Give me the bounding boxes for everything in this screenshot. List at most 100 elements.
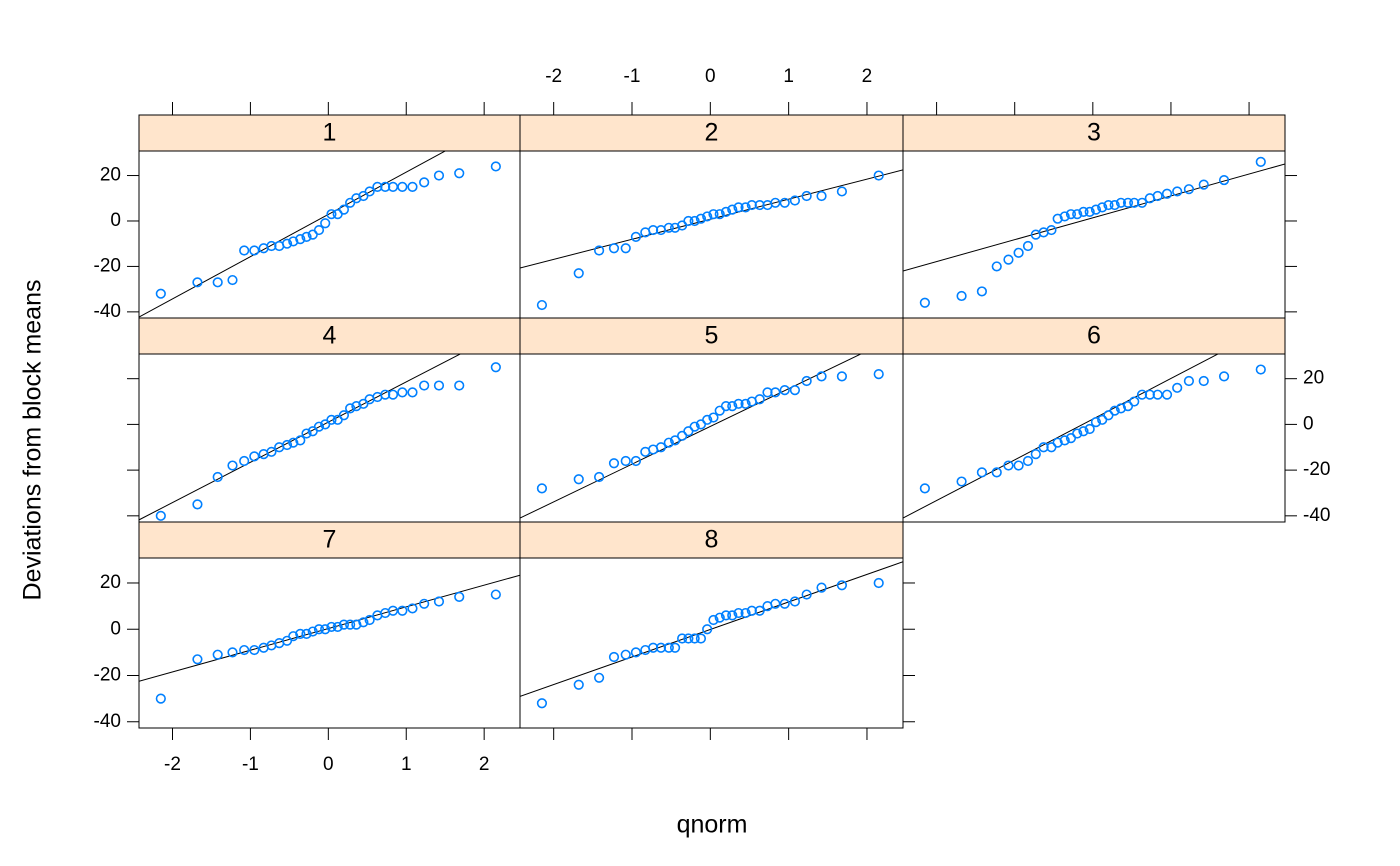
point: [1052, 213, 1063, 224]
point: [1059, 211, 1070, 222]
point: [419, 177, 430, 188]
point: [326, 414, 337, 425]
point: [295, 628, 306, 639]
panel: [139, 151, 501, 318]
point: [1078, 206, 1089, 217]
point: [702, 211, 713, 222]
point: [1161, 188, 1173, 199]
point: [1255, 156, 1266, 168]
point: [192, 499, 203, 510]
strip-label: 3: [1087, 119, 1101, 147]
point: [1103, 199, 1114, 211]
point: [397, 387, 408, 398]
point: [490, 589, 501, 600]
point: [227, 647, 238, 658]
point: [733, 607, 744, 619]
point: [689, 633, 700, 644]
point: [313, 421, 325, 432]
panel: [520, 561, 903, 709]
point: [620, 649, 631, 660]
y-tick-label: 20: [100, 165, 121, 186]
point: [1052, 437, 1063, 448]
point: [332, 621, 343, 633]
point: [1172, 186, 1183, 197]
point: [714, 209, 725, 220]
point: [976, 467, 987, 478]
point: [1046, 224, 1057, 236]
point: [155, 510, 166, 521]
point: [1065, 209, 1077, 220]
point: [727, 610, 738, 621]
point: [677, 633, 688, 644]
point: [326, 621, 337, 633]
point: [454, 168, 465, 179]
panel: [903, 156, 1285, 308]
point: [536, 299, 548, 311]
point: [1255, 364, 1266, 375]
y-tick-label: -20: [94, 665, 121, 686]
point: [320, 218, 331, 229]
point: [407, 387, 418, 398]
point: [320, 624, 331, 635]
point: [345, 619, 356, 630]
strip: [519, 521, 904, 559]
point: [288, 437, 299, 448]
point: [727, 401, 738, 412]
y-tick-label: -40: [1303, 505, 1330, 526]
reference-line: [520, 354, 862, 519]
point: [1122, 197, 1134, 208]
point: [689, 215, 700, 227]
point: [1136, 197, 1148, 208]
strip: [138, 521, 521, 559]
point: [351, 619, 362, 630]
x-tick-label: 0: [705, 66, 716, 87]
point: [313, 224, 325, 236]
point: [1161, 389, 1173, 400]
point: [227, 274, 238, 286]
point: [655, 442, 667, 453]
x-tick-label: -2: [545, 66, 562, 87]
point: [364, 614, 375, 626]
point: [295, 234, 306, 245]
point: [387, 389, 399, 400]
point: [620, 243, 631, 254]
x-tick-label: -2: [164, 754, 181, 775]
y-tick-label: 20: [100, 572, 121, 593]
point: [536, 483, 548, 494]
point: [1129, 396, 1140, 407]
point: [266, 446, 277, 457]
point: [789, 596, 801, 607]
point: [536, 698, 548, 709]
point: [740, 202, 751, 213]
point: [1013, 460, 1024, 471]
point: [351, 401, 362, 412]
point: [1218, 174, 1230, 186]
x-tick-label: 1: [783, 66, 794, 87]
point: [991, 467, 1002, 478]
point: [1183, 375, 1195, 387]
point: [358, 617, 369, 628]
point: [816, 190, 827, 202]
point: [669, 642, 681, 653]
point: [212, 277, 223, 288]
panel: [520, 354, 884, 519]
point: [630, 647, 642, 658]
point: [288, 236, 299, 247]
point: [1183, 184, 1195, 195]
point: [695, 213, 707, 224]
point: [239, 455, 250, 467]
point: [397, 605, 408, 616]
point: [1097, 202, 1108, 213]
panel: [139, 354, 501, 521]
point: [779, 197, 790, 208]
point: [380, 181, 391, 192]
point: [608, 458, 620, 469]
point: [326, 209, 337, 220]
strip-label: 6: [1087, 322, 1101, 350]
point: [1218, 371, 1230, 382]
point: [433, 380, 445, 391]
point: [192, 277, 203, 288]
panel: [903, 354, 1266, 519]
point: [702, 624, 713, 635]
